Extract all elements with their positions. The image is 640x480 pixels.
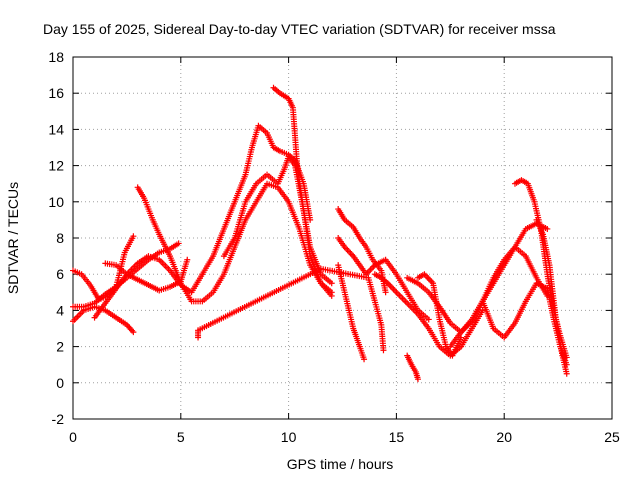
x-tick-label: 0 [69, 429, 77, 445]
y-tick-label: 10 [48, 194, 64, 210]
chart-title: Day 155 of 2025, Sidereal Day-to-day VTE… [43, 21, 556, 37]
y-tick-label: 8 [56, 230, 64, 246]
data-series-arc-11 [335, 235, 432, 323]
y-axis-label: SDTVAR / TECUs [5, 182, 21, 294]
data-point [328, 280, 335, 287]
data-series-arc-3 [70, 233, 137, 303]
x-axis-label: GPS time / hours [287, 456, 394, 472]
y-tick-label: 14 [48, 121, 64, 137]
data-series-arc-10 [335, 206, 389, 296]
y-tick-label: 18 [48, 49, 64, 65]
y-tick-label: 2 [56, 339, 64, 355]
data-series-arc-13 [371, 271, 486, 359]
data-series-outliers [195, 265, 387, 354]
data-point [361, 356, 368, 363]
y-tick-label: 4 [56, 302, 64, 318]
data-point [425, 316, 432, 323]
data-point [380, 347, 387, 354]
data-series-arc-16 [414, 271, 465, 359]
data-series-arc-20 [533, 216, 570, 377]
grid-lines [73, 57, 612, 419]
data-point [184, 256, 191, 263]
x-tick-label: 5 [177, 429, 185, 445]
data-point [414, 376, 421, 383]
x-tick-label: 25 [604, 429, 620, 445]
data-point [130, 329, 137, 336]
data-point [328, 289, 335, 296]
y-tick-label: 12 [48, 158, 64, 174]
y-tick-label: -2 [52, 411, 65, 427]
data-point [175, 240, 182, 247]
x-tick-label: 20 [496, 429, 512, 445]
y-tick-label: 6 [56, 266, 64, 282]
data-point [130, 233, 137, 240]
data-series-arc-14 [404, 352, 421, 383]
data-point [382, 289, 389, 296]
data-point [544, 225, 551, 232]
x-tick-label: 10 [281, 429, 297, 445]
y-tick-label: 16 [48, 85, 64, 101]
data-series-arc-9 [270, 84, 335, 287]
data-points [70, 84, 570, 383]
data-series-arc-4 [102, 256, 191, 294]
y-tick-label: 0 [56, 375, 64, 391]
x-tick-label: 15 [389, 429, 405, 445]
data-point [563, 370, 570, 377]
